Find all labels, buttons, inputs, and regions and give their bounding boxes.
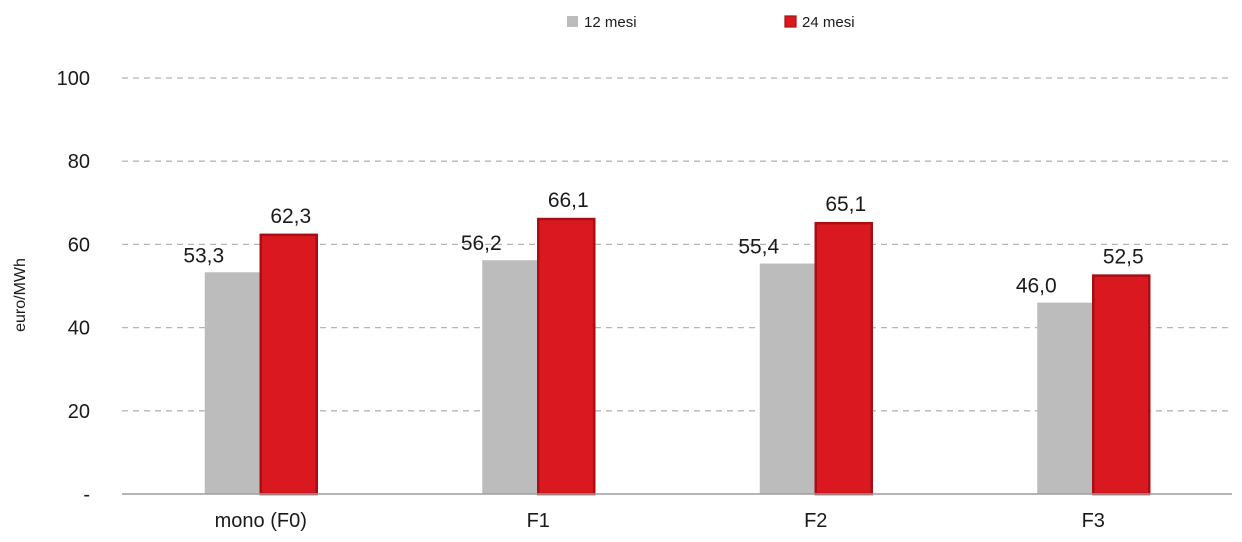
legend-label-12-mesi: 12 mesi — [584, 14, 637, 31]
bar-24-mesi-1 — [537, 217, 596, 496]
bar-12-mesi-1 — [482, 260, 539, 494]
bar-12-mesi-2 — [759, 263, 816, 494]
y-tick-label: 40 — [68, 318, 90, 340]
x-axis-categories: mono (F0) F1 F2 F3 — [215, 510, 1105, 532]
y-axis-title: euro/MWh — [12, 258, 29, 332]
x-category-label: mono (F0) — [215, 510, 307, 532]
data-label-12-mesi-3: 46,0 — [1016, 275, 1057, 298]
data-label-12-mesi-0: 53,3 — [183, 244, 224, 267]
y-tick-label: 100 — [57, 68, 90, 90]
bar-24-mesi-0 — [259, 233, 318, 496]
y-tick-label: 80 — [68, 151, 90, 173]
bars — [204, 217, 1151, 496]
x-category-label: F3 — [1082, 510, 1105, 532]
y-axis-ticks: - 20 40 60 80 100 — [57, 68, 90, 506]
bar-12-mesi-0 — [204, 272, 261, 494]
legend-swatch-12-mesi — [567, 16, 578, 27]
bar-24-mesi-2 — [814, 221, 873, 496]
legend-label-24-mesi: 24 mesi — [802, 14, 855, 31]
data-label-24-mesi-1: 66,1 — [548, 189, 589, 212]
legend-swatch-24-mesi — [784, 15, 797, 28]
data-label-24-mesi-0: 62,3 — [270, 205, 311, 228]
data-label-24-mesi-3: 52,5 — [1103, 246, 1144, 269]
legend: 12 mesi 24 mesi — [567, 14, 855, 31]
y-tick-label: 20 — [68, 401, 90, 423]
bar-12-mesi-3 — [1037, 302, 1094, 494]
x-category-label: F1 — [527, 510, 550, 532]
bar-24-mesi-3 — [1092, 274, 1151, 496]
data-label-12-mesi-1: 56,2 — [461, 232, 502, 255]
data-labels: 53,3 62,3 56,2 66,1 55,4 65,1 46,0 52,5 — [183, 189, 1143, 298]
data-label-12-mesi-2: 55,4 — [738, 236, 779, 259]
y-tick-label: - — [83, 484, 90, 506]
data-label-24-mesi-2: 65,1 — [825, 193, 866, 216]
x-category-label: F2 — [804, 510, 827, 532]
y-tick-label: 60 — [68, 234, 90, 256]
